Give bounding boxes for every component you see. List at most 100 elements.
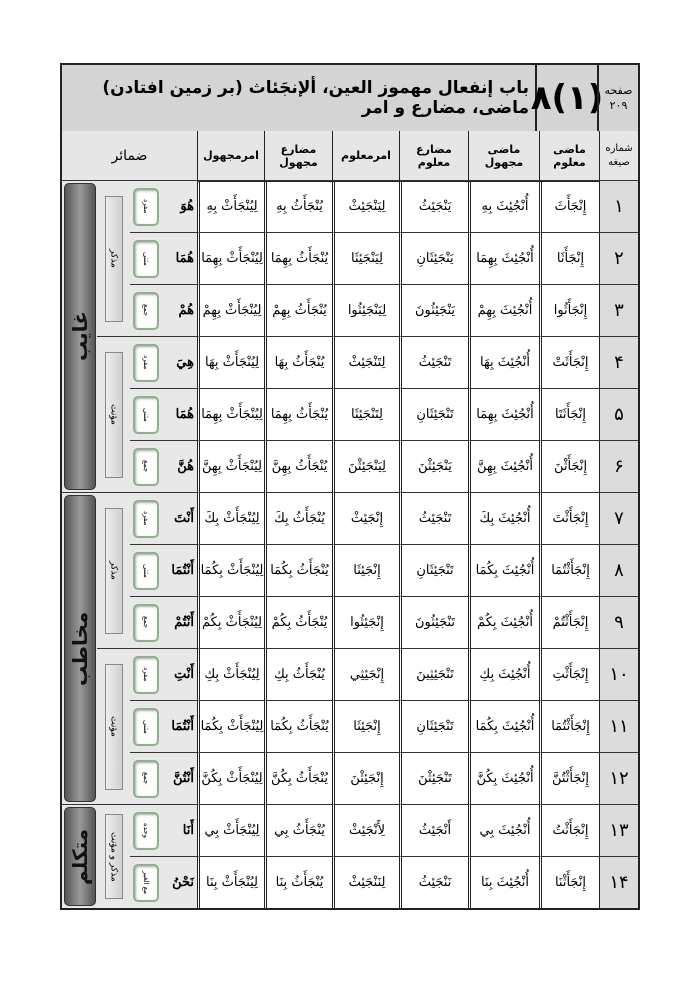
verb-form-amr-maloom: لِيَنْجَئِثْنَ (332, 440, 399, 492)
verb-form-amr-majhul: لِيُنْجَأَثْ بِهِنَّ (197, 440, 264, 492)
verb-form-amr-majhul: لِيُنْجَأَثْ بِكِ (197, 648, 264, 700)
header-mudari-maloom: مضارع معلوم (399, 131, 468, 180)
number-badge: مفرد (130, 648, 162, 700)
pronoun: نَحْنُ (162, 856, 197, 908)
verb-form-madi-maloom: إِنْجَأَثْتُمْ (539, 596, 599, 648)
verb-form-mudari-maloom: تَنْجَئِثْنَ (399, 752, 468, 804)
header-madi-majhul: ماضی مجهول (468, 131, 539, 180)
form-number: ۱۰ (599, 648, 638, 700)
verb-form-mudari-maloom: تَنْجَئِثَانِ (399, 700, 468, 752)
verb-form-mudari-majhul: يُنْجَأَثُ بِكُمَا (264, 544, 332, 596)
form-number: ۷ (599, 492, 638, 544)
verb-form-amr-majhul: لِيُنْجَأَثْ بِكَ (197, 492, 264, 544)
verb-form-mudari-majhul: يُنْجَأَثُ بِهِنَّ (264, 440, 332, 492)
header-madi-maloom: ماضی معلوم (539, 131, 599, 180)
number-type: مفرد (133, 343, 159, 382)
pronoun: هُوَ (162, 180, 197, 232)
verb-form-mudari-majhul: يُنْجَأَثُ بِهِمَا (264, 388, 332, 440)
number-type: مع الغير (133, 863, 159, 902)
verb-form-mudari-maloom: يَنْجَئِثَانِ (399, 232, 468, 284)
number-type: جمع (133, 759, 159, 798)
verb-form-amr-majhul: لِيُنْجَأَثْ بِهِ (197, 180, 264, 232)
verb-form-amr-maloom: إِنْجَئِثِي (332, 648, 399, 700)
verb-form-mudari-majhul: يُنْجَأَثُ بِهِمْ (264, 284, 332, 336)
form-number: ۸ (599, 544, 638, 596)
verb-form-amr-maloom: إِنْجَئِثْنَ (332, 752, 399, 804)
verb-form-amr-majhul: لِيُنْجَأَثْ بِي (197, 804, 264, 856)
pronoun: أَنْتُنَّ (162, 752, 197, 804)
verb-form-mudari-majhul: يُنْجَأَثُ بِنَا (264, 856, 332, 908)
pronoun: هِيَ (162, 336, 197, 388)
verb-form-amr-majhul: لِيُنْجَأَثْ بِكُمْ (197, 596, 264, 648)
verb-form-amr-maloom: إِنْجَئِثَا (332, 544, 399, 596)
person-text: متکلم (63, 807, 96, 906)
number-badge: مفرد (130, 336, 162, 388)
form-number: ۱ (599, 180, 638, 232)
verb-form-madi-maloom: إِنْجَأَثْتُمَا (539, 700, 599, 752)
gender-text: مؤنث (104, 351, 123, 478)
verb-form-madi-majhul: أُنْجُئِثَ بِكُنَّ (468, 752, 539, 804)
verb-form-madi-majhul: أُنْجُئِثَ بِكُمَا (468, 700, 539, 752)
form-number: ۶ (599, 440, 638, 492)
verb-form-madi-maloom: إِنْجَأَثَتَا (539, 388, 599, 440)
number-badge: مثنی (130, 232, 162, 284)
number-type: مثنی (133, 707, 159, 746)
lesson-cell: (۱)۸ (531, 65, 603, 131)
verb-form-madi-maloom: إِنْجَأَثْنَا (539, 856, 599, 908)
title-cell: باب إنفعال مهموز العين، ألإنجَئاث (بر زم… (62, 65, 535, 131)
gender-label: مؤنث (97, 336, 130, 492)
number-badge: مثنی (130, 544, 162, 596)
verb-form-amr-maloom: لِتَنْجَئِثْ (332, 336, 399, 388)
verb-form-madi-maloom: إِنْجَأَثْتُ (539, 804, 599, 856)
person-label: غایب (62, 180, 97, 492)
verb-form-amr-majhul: لِيُنْجَأَثْ بِكُمَا (197, 544, 264, 596)
verb-form-mudari-majhul: يُنْجَأَثُ بِكُمَا (264, 700, 332, 752)
form-number: ۲ (599, 232, 638, 284)
verb-form-mudari-majhul: يُنْجَأَثُ بِهِمَا (264, 232, 332, 284)
number-badge: جمع (130, 596, 162, 648)
verb-form-madi-majhul: أُنْجُئِثَ بِهِمَا (468, 388, 539, 440)
number-badge: وحده (130, 804, 162, 856)
verb-form-madi-majhul: أُنْجُئِثَ بِي (468, 804, 539, 856)
form-number: ۴ (599, 336, 638, 388)
title-row: باب إنفعال مهموز العين، ألإنجَئاث (بر زم… (62, 65, 638, 133)
number-type: مثنی (133, 239, 159, 278)
pronoun: هُمَا (162, 232, 197, 284)
verb-form-madi-maloom: إِنْجَأَثَ (539, 180, 599, 232)
verb-form-mudari-maloom: تَنْجَئِثُ (399, 492, 468, 544)
gender-text: مذکر (104, 195, 123, 322)
column-headers: ضمائر امرمجهول مضارع مجهول امرمعلوم مضار… (62, 131, 638, 182)
verb-form-madi-majhul: أُنْجُئِثَ بِهِنَّ (468, 440, 539, 492)
number-type: جمع (133, 447, 159, 486)
number-badge: مفرد (130, 492, 162, 544)
number-type: مفرد (133, 187, 159, 226)
page-label: صفحه (604, 84, 633, 97)
verb-form-mudari-majhul: يُنْجَأَثُ بِكُمْ (264, 596, 332, 648)
verb-form-amr-maloom: لِيَنْجَئِثْ (332, 180, 399, 232)
pronoun: أَنْتُمَا (162, 544, 197, 596)
verb-form-mudari-maloom: يَنْجَئِثْنَ (399, 440, 468, 492)
verb-form-mudari-majhul: يُنْجَأَثُ بِكِ (264, 648, 332, 700)
verb-form-mudari-maloom: يَنْجَئِثُونَ (399, 284, 468, 336)
form-number: ۵ (599, 388, 638, 440)
lesson-number: (۱)۸ (530, 78, 604, 118)
verb-form-mudari-maloom: يَنْجَئِثُ (399, 180, 468, 232)
verb-form-amr-maloom: إِنْجَئِثَا (332, 700, 399, 752)
gender-label: مؤنث (97, 648, 130, 804)
form-number: ۱۳ (599, 804, 638, 856)
person-label: متکلم (62, 804, 97, 908)
gender-label: مذکر (97, 180, 130, 336)
form-number: ۱۱ (599, 700, 638, 752)
verb-form-madi-majhul: أُنْجُئِثَ بِهَا (468, 336, 539, 388)
verb-form-amr-maloom: لِتَنْجَئِثَا (332, 388, 399, 440)
number-type: مثنی (133, 395, 159, 434)
verb-form-amr-maloom: لِيَنْجَئِثُوا (332, 284, 399, 336)
number-badge: جمع (130, 284, 162, 336)
page-title: باب إنفعال مهموز العين، ألإنجَئاث (بر زم… (102, 78, 529, 118)
verb-form-mudari-maloom: أَنْجَئِثُ (399, 804, 468, 856)
verb-form-mudari-maloom: تَنْجَئِثَانِ (399, 544, 468, 596)
number-type: جمع (133, 603, 159, 642)
pronoun: هُمْ (162, 284, 197, 336)
verb-form-amr-majhul: لِيُنْجَأَثْ بِهِمَا (197, 388, 264, 440)
number-badge: مع الغير (130, 856, 162, 908)
